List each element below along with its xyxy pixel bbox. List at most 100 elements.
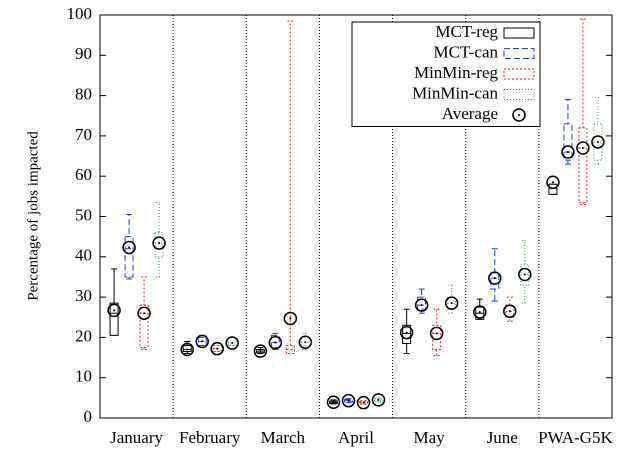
legend-label: MCT-can (433, 42, 498, 61)
box (139, 304, 149, 348)
x-tick-label: February (179, 428, 241, 447)
y-tick-label: 100 (67, 4, 93, 23)
mean-marker (399, 325, 414, 340)
mean-dot (566, 151, 569, 154)
x-tick-label: April (338, 428, 374, 447)
mean-marker (137, 306, 151, 320)
mean-marker (341, 393, 356, 408)
mean-dot (186, 348, 189, 351)
y-axis-label: Percentage of jobs impacted (25, 131, 41, 301)
mean-marker (210, 341, 224, 356)
mean-dot (581, 146, 584, 149)
mean-marker (473, 305, 487, 319)
y-tick-label: 30 (75, 286, 92, 305)
box (578, 127, 588, 203)
mean-dot (596, 140, 599, 143)
box (227, 336, 237, 346)
legend-label: MinMin-can (412, 83, 498, 102)
mean-dot (523, 273, 526, 276)
mean-marker (576, 141, 590, 155)
mean-marker (429, 326, 444, 341)
x-tick-label: January (110, 428, 163, 447)
mean-dot (508, 310, 511, 313)
mean-marker (107, 303, 121, 318)
legend-label: MinMin-reg (414, 63, 499, 82)
x-tick-label: June (487, 428, 518, 447)
box (270, 334, 280, 348)
mean-marker (518, 267, 532, 282)
y-tick-label: 90 (75, 44, 92, 63)
mean-dot (551, 181, 554, 184)
mean-dot (332, 401, 335, 404)
mean-marker (591, 135, 605, 149)
legend-swatch (503, 89, 535, 100)
x-tick-label: March (261, 428, 306, 447)
legend-frame (351, 21, 541, 127)
box (182, 344, 192, 353)
mean-dot (362, 401, 365, 404)
box (563, 123, 573, 161)
mean-marker (414, 298, 429, 312)
legend-mean-marker (512, 108, 526, 122)
mean-dot (377, 398, 380, 401)
mean-marker (546, 175, 560, 189)
mean-dot (158, 242, 161, 245)
mean-marker (326, 395, 341, 410)
box (417, 296, 427, 310)
mean-dot (478, 311, 481, 314)
box (109, 302, 119, 336)
mean-marker (503, 304, 517, 318)
mean-marker (268, 335, 283, 350)
legend-swatch (503, 27, 535, 39)
x-tick-label: May (414, 428, 446, 447)
legend-label: Average (442, 104, 498, 123)
plot-frame (99, 14, 613, 419)
mean-dot (420, 304, 423, 307)
y-tick-label: 80 (75, 85, 92, 104)
mean-marker (180, 342, 194, 357)
mean-dot (231, 342, 234, 345)
mean-marker (122, 240, 136, 255)
mean-dot (259, 350, 262, 353)
mean-dot (347, 399, 350, 402)
box (432, 324, 442, 350)
y-tick-label: 10 (75, 367, 92, 386)
x-tick-label: PWA-G5K (538, 428, 613, 447)
y-tick-label: 40 (75, 246, 92, 265)
y-tick-label: 0 (84, 407, 93, 426)
mean-marker (371, 393, 386, 407)
mean-dot (201, 340, 204, 343)
mean-marker (488, 271, 502, 285)
mean-dot (304, 341, 307, 344)
mean-dot (274, 341, 277, 344)
mean-dot (405, 331, 408, 334)
box (402, 324, 412, 344)
box (154, 232, 164, 258)
mean-marker (253, 344, 268, 358)
mean-dot (493, 277, 496, 280)
mean-marker (195, 334, 209, 349)
mean-dot (113, 309, 116, 312)
box (124, 236, 134, 278)
y-tick-label: 60 (75, 165, 92, 184)
mean-marker (561, 145, 575, 159)
mean-marker (298, 335, 313, 349)
mean-dot (128, 246, 131, 249)
box (490, 272, 500, 290)
mean-dot (216, 347, 219, 350)
y-tick-label: 50 (75, 205, 92, 224)
mean-marker (444, 296, 459, 310)
legend-mean-dot (518, 114, 520, 116)
mean-dot (289, 317, 292, 320)
mean-marker (356, 395, 371, 410)
mean-marker (225, 336, 239, 350)
mean-dot (435, 332, 438, 335)
mean-marker (283, 311, 298, 326)
y-tick-label: 70 (75, 125, 92, 144)
mean-marker (152, 236, 166, 250)
box (548, 183, 558, 195)
legend-label: MCT-reg (435, 22, 498, 41)
legend-swatch (503, 48, 535, 59)
